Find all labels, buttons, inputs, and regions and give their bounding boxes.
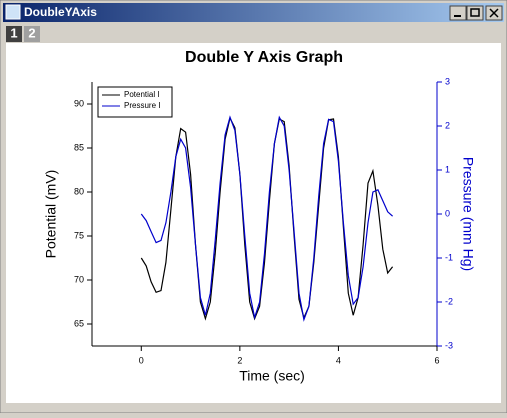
chart-title: Double Y Axis Graph	[185, 49, 343, 66]
maximize-button[interactable]	[466, 5, 484, 21]
minimize-button[interactable]	[449, 5, 467, 21]
y-tick-label: 90	[74, 98, 84, 108]
y2-tick-label: 2	[445, 120, 450, 130]
y2-axis-label: Pressure (mm Hg)	[460, 157, 476, 271]
y2-tick-label: 3	[445, 76, 450, 86]
y2-tick-label: 0	[445, 208, 450, 218]
y-tick-label: 80	[74, 186, 84, 196]
title-bar	[3, 3, 504, 22]
y-tick-label: 65	[74, 318, 84, 328]
y2-tick-label: -1	[445, 252, 453, 262]
y2-tick-label: -3	[445, 340, 453, 350]
x-tick-label: 4	[336, 355, 341, 365]
y-tick-label: 85	[74, 142, 84, 152]
tab-label: 2	[28, 25, 35, 40]
x-tick-label: 0	[139, 355, 144, 365]
tab-label: 1	[10, 25, 17, 40]
x-tick-label: 6	[434, 355, 439, 365]
legend-label: Pressure I	[124, 101, 160, 110]
x-axis-label: Time (sec)	[239, 368, 305, 384]
series-line	[140, 116, 394, 321]
maximize-icon	[470, 8, 480, 17]
chart: Double Y Axis Graph Time (sec) Potential…	[43, 49, 477, 383]
app-icon	[5, 4, 21, 20]
legend-label: Potential I	[124, 90, 160, 99]
window-buttons	[449, 5, 503, 21]
y-axis-label: Potential (mV)	[43, 170, 59, 259]
y-tick-label: 75	[74, 230, 84, 240]
page	[6, 43, 501, 403]
x-tick-label: 2	[237, 355, 242, 365]
legend-box	[97, 86, 173, 118]
tab[interactable]	[6, 26, 22, 42]
y-tick-label: 70	[74, 274, 84, 284]
window-title: DoubleYAxis	[24, 5, 97, 19]
tab[interactable]	[24, 26, 40, 42]
y2-tick-label: 1	[445, 164, 450, 174]
series-line	[140, 115, 394, 322]
y2-tick-label: -2	[445, 296, 453, 306]
close-icon	[489, 8, 499, 18]
